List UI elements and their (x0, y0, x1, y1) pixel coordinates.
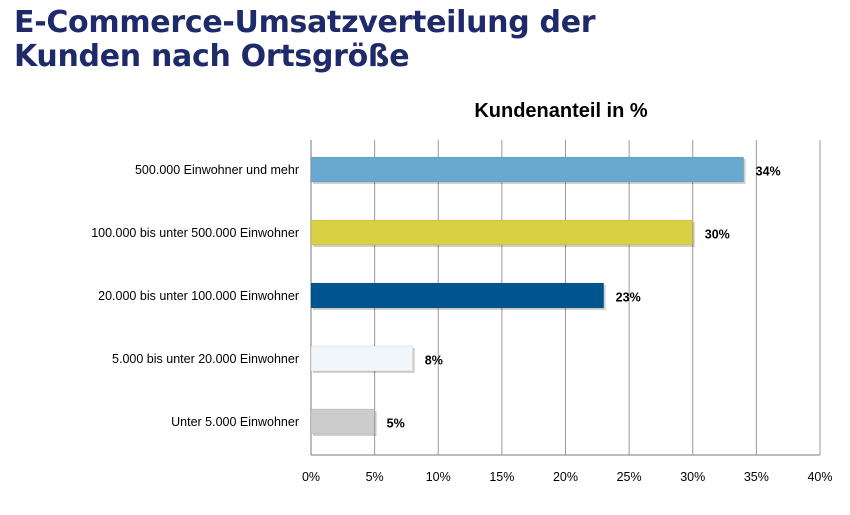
slide-title-line-1: E-Commerce-Umsatzverteilung der (14, 5, 596, 40)
x-tick-label: 40% (807, 470, 832, 484)
data-label: 23% (616, 291, 641, 305)
category-label: Unter 5.000 Einwohner (171, 415, 299, 429)
bar (310, 219, 693, 246)
x-tick-label: 35% (744, 470, 769, 484)
labels: 0% 5% 10% 15% 20% 25% 30% 35% 40% 500.000 Einwohn… (91, 163, 832, 484)
bar (310, 156, 744, 183)
bar (310, 345, 414, 372)
category-label: 20.000 bis unter 100.000 Einwohner (98, 289, 299, 303)
bar (310, 282, 604, 309)
x-tick-label: 15% (489, 470, 514, 484)
slide-title-line-2: Kunden nach Ortsgröße (14, 39, 410, 74)
x-tick-label: 0% (302, 470, 320, 484)
x-tick-label: 25% (617, 470, 642, 484)
data-label: 34% (756, 165, 781, 179)
slide-title: E-Commerce-Umsatzverteilung der Kunden n… (14, 6, 714, 74)
data-label: 30% (705, 228, 730, 242)
x-tick-label: 5% (366, 470, 384, 484)
data-label: 8% (425, 354, 443, 368)
category-label: 5.000 bis unter 20.000 Einwohner (112, 352, 299, 366)
bar (310, 408, 375, 435)
category-label: 100.000 bis unter 500.000 Einwohner (91, 226, 299, 240)
category-label: 500.000 Einwohner und mehr (135, 163, 299, 177)
chart-title: Kundenanteil in % (474, 100, 648, 122)
x-tick-label: 30% (680, 470, 705, 484)
x-tick-label: 10% (426, 470, 451, 484)
x-tick-label: 20% (553, 470, 578, 484)
bars (310, 156, 746, 436)
data-label: 5% (387, 417, 405, 431)
